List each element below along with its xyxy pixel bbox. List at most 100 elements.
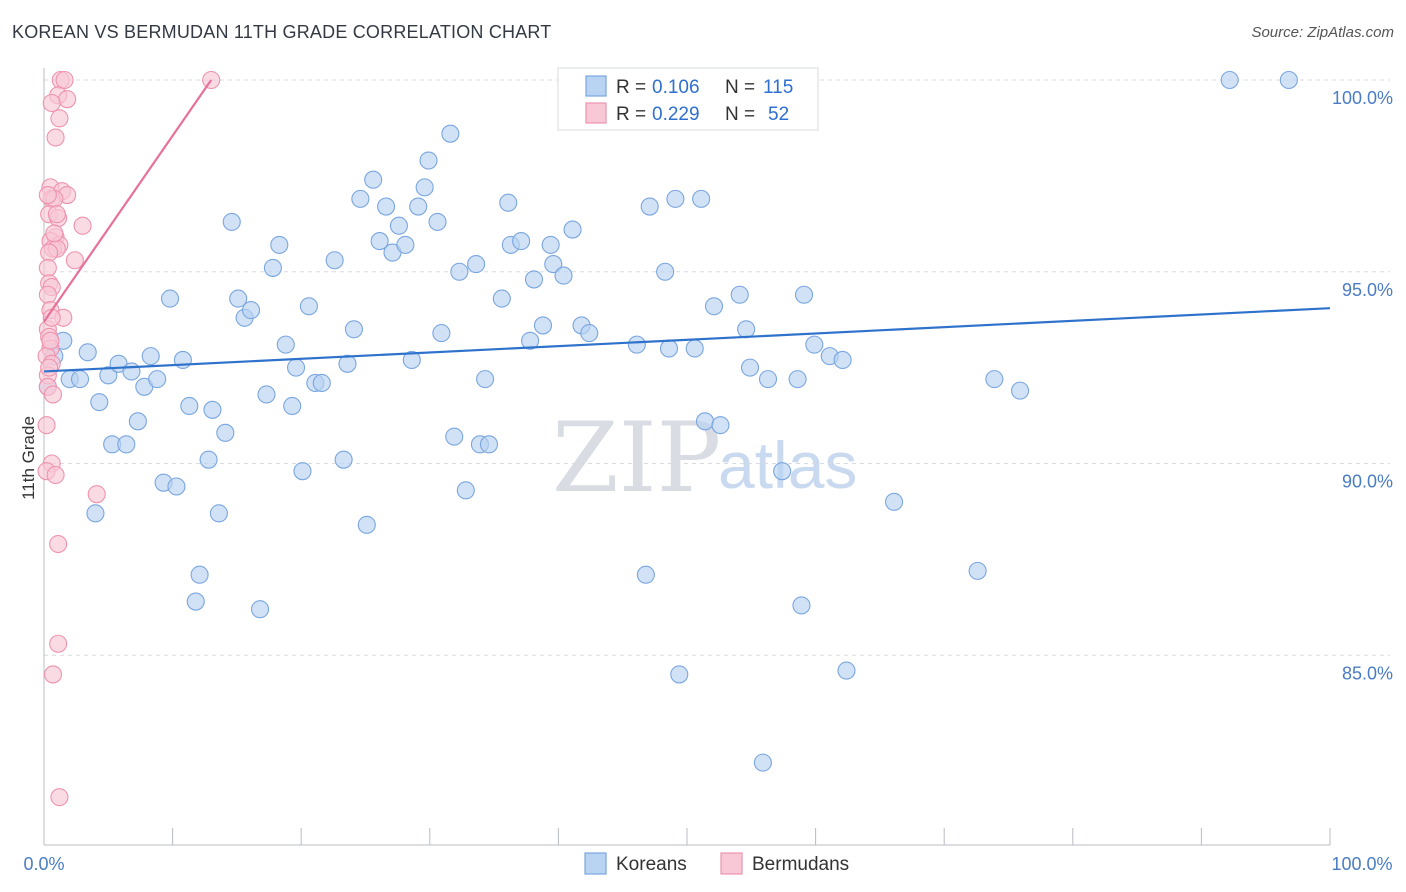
y-tick-label-90: 90.0% — [1342, 472, 1393, 492]
bermudan-point-5 — [50, 109, 69, 128]
chart-source: Source: ZipAtlas.com — [1251, 24, 1394, 41]
korean-point-108 — [968, 561, 987, 580]
korean-point-110 — [1011, 381, 1030, 400]
korean-point-74 — [524, 270, 544, 289]
legend-bermudan-n-label: N = — [725, 104, 755, 125]
korean-point-67 — [479, 435, 499, 454]
korean-point-96 — [740, 358, 760, 377]
korean-point-36 — [276, 335, 295, 354]
bottom-legend-korean-label: Koreans — [616, 854, 687, 875]
legend-bermudan-swatch — [585, 102, 607, 124]
korean-point-48 — [357, 515, 376, 534]
korean-point-31 — [241, 301, 261, 320]
korean-point-91 — [695, 412, 715, 431]
korean-point-33 — [257, 385, 276, 404]
korean-point-56 — [409, 197, 428, 216]
korean-point-39 — [293, 462, 312, 481]
korean-series — [38, 70, 1298, 772]
bermudan-point-4 — [42, 93, 61, 113]
korean-point-27 — [216, 423, 235, 442]
trend-lines — [43, 79, 1331, 373]
korean-point-57 — [415, 178, 434, 197]
korean-point-38 — [287, 358, 306, 377]
korean-point-60 — [432, 324, 451, 343]
bermudan-point-22 — [38, 258, 57, 277]
korean-point-98 — [758, 370, 778, 389]
korean-point-40 — [299, 297, 318, 316]
korean-point-37 — [283, 396, 302, 416]
korean-point-107 — [884, 492, 904, 511]
korean-point-109 — [985, 370, 1004, 389]
watermark-zip: ZIP — [552, 402, 721, 514]
bermudan-point-49 — [47, 205, 66, 224]
bermudan-point-3 — [58, 90, 77, 109]
legend: R = 0.106 N = 115 R = 0.229 N = 52 — [557, 67, 819, 131]
bermudan-point-44 — [50, 788, 69, 807]
korean-point-111 — [1279, 70, 1298, 90]
bermudan-series — [37, 70, 221, 807]
korean-point-47 — [351, 189, 370, 208]
korean-point-22 — [186, 592, 205, 611]
korean-point-105 — [833, 350, 852, 370]
korean-point-23 — [190, 565, 209, 584]
bermudan-trend-line — [43, 79, 213, 323]
y-tick-label-100: 100.0% — [1332, 88, 1393, 108]
legend-korean-n-value: 115 — [763, 77, 793, 98]
korean-point-55 — [402, 350, 421, 370]
legend-korean-r-value: 0.106 — [652, 77, 700, 98]
bottom-legend-bermudan-swatch — [720, 852, 743, 875]
korean-point-64 — [456, 481, 475, 500]
bottom-legend-bermudan-label: Bermudans — [752, 854, 849, 875]
korean-point-90 — [692, 189, 711, 208]
korean-point-54 — [396, 235, 415, 254]
korean-point-50 — [370, 232, 389, 251]
bermudan-point-6 — [46, 128, 65, 147]
korean-point-28 — [222, 212, 241, 231]
y-axis-tick-labels: 85.0% 90.0% 95.0% 100.0% — [1332, 88, 1393, 683]
korean-point-7 — [90, 393, 109, 412]
korean-point-5 — [78, 343, 97, 362]
korean-point-59 — [428, 212, 447, 231]
korean-point-34 — [263, 258, 282, 277]
korean-point-81 — [580, 324, 599, 343]
x-axis-ticks — [43, 828, 1331, 845]
korean-point-100 — [788, 370, 807, 389]
bottom-legend-korean-swatch — [584, 852, 607, 875]
korean-point-35 — [270, 235, 289, 254]
korean-point-46 — [344, 320, 363, 339]
bermudan-point-1 — [55, 70, 74, 90]
korean-point-25 — [203, 400, 222, 419]
korean-point-62 — [445, 427, 464, 446]
korean-point-89 — [685, 339, 704, 358]
korean-point-69 — [492, 289, 511, 308]
korean-point-18 — [160, 289, 180, 308]
y-tick-label-95: 95.0% — [1342, 280, 1393, 300]
legend-korean-swatch — [585, 75, 607, 97]
korean-point-8 — [99, 366, 118, 385]
legend-korean-n-label: N = — [725, 77, 755, 98]
korean-point-51 — [377, 197, 396, 216]
bermudan-point-47 — [40, 358, 59, 377]
korean-point-99 — [773, 462, 792, 481]
bermudan-point-35 — [43, 385, 63, 404]
legend-bermudan-r-value: 0.229 — [652, 104, 700, 125]
bermudan-point-41 — [49, 534, 68, 554]
korean-point-49 — [364, 170, 383, 189]
bermudan-point-48 — [45, 224, 64, 243]
legend-bermudan-r-label: R = — [616, 104, 646, 125]
korean-point-63 — [450, 262, 469, 281]
korean-point-13 — [128, 412, 147, 431]
korean-point-45 — [338, 354, 357, 373]
bottom-legend: Koreans Bermudans — [584, 852, 849, 875]
korean-point-6 — [86, 504, 105, 523]
korean-point-29 — [229, 289, 248, 308]
korean-point-84 — [640, 197, 659, 216]
korean-point-78 — [554, 266, 573, 285]
y-axis-label: 11th Grade — [19, 416, 38, 500]
korean-point-4 — [70, 370, 90, 389]
korean-point-65 — [467, 255, 486, 274]
korean-point-93 — [711, 416, 730, 435]
bermudan-point-25 — [38, 285, 57, 304]
bermudan-point-14 — [73, 216, 92, 235]
korean-point-76 — [541, 235, 560, 254]
